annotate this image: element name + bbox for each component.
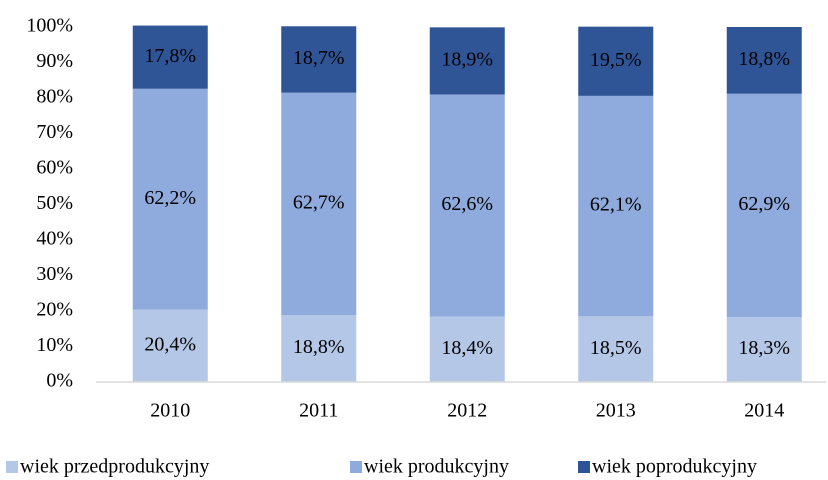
data-label: 18,9% — [441, 48, 493, 70]
y-tick-label: 10% — [36, 334, 73, 356]
legend-label: wiek przedprodukcyjny — [20, 456, 209, 478]
legend-label: wiek produkcyjny — [364, 456, 509, 478]
bar-segment — [726, 93, 802, 318]
legend-swatch — [578, 461, 590, 473]
bar-segment — [132, 309, 208, 382]
data-label: 18,8% — [293, 336, 345, 358]
y-tick-label: 80% — [36, 86, 73, 108]
x-tick-label: 2011 — [299, 400, 338, 422]
y-tick-label: 50% — [36, 192, 73, 214]
bar-segment — [429, 94, 505, 317]
legend-label: wiek poprodukcyjny — [592, 456, 757, 478]
data-label: 62,6% — [441, 193, 493, 215]
data-label: 19,5% — [590, 49, 642, 71]
bar-segment — [726, 27, 802, 94]
bar-segment — [132, 25, 208, 89]
bar-segment — [132, 88, 208, 310]
x-tick-label: 2012 — [447, 400, 487, 422]
data-label: 62,7% — [293, 192, 345, 214]
legend-swatch — [350, 461, 362, 473]
y-tick-label: 30% — [36, 263, 73, 285]
bar-segment — [578, 26, 654, 96]
y-tick-label: 60% — [36, 157, 73, 179]
bar-segment — [281, 315, 357, 382]
y-tick-label: 40% — [36, 228, 73, 250]
data-label: 18,3% — [738, 337, 790, 359]
bar-segment — [578, 95, 654, 317]
data-label: 62,2% — [144, 187, 196, 209]
legend-swatch — [6, 461, 18, 473]
data-label: 62,1% — [590, 194, 642, 216]
data-label: 62,9% — [738, 193, 790, 215]
x-tick-label: 2013 — [596, 400, 636, 422]
bar-segment — [429, 27, 505, 95]
y-tick-label: 20% — [36, 299, 73, 321]
data-label: 20,4% — [144, 333, 196, 355]
data-label: 17,8% — [144, 45, 196, 67]
y-tick-label: 100% — [26, 15, 73, 37]
y-tick-label: 0% — [46, 370, 73, 392]
y-tick-label: 90% — [36, 50, 73, 72]
data-label: 18,8% — [738, 48, 790, 70]
x-tick-label: 2010 — [150, 400, 190, 422]
x-tick-label: 2014 — [744, 400, 784, 422]
data-label: 18,5% — [590, 337, 642, 359]
bar-segment — [281, 92, 357, 316]
data-label: 18,7% — [293, 47, 345, 69]
y-tick-label: 70% — [36, 121, 73, 143]
data-label: 18,4% — [441, 337, 493, 359]
bar-segment — [281, 26, 357, 93]
bar-segment — [578, 316, 654, 382]
bar-segment — [429, 316, 505, 382]
bar-segment — [726, 317, 802, 382]
